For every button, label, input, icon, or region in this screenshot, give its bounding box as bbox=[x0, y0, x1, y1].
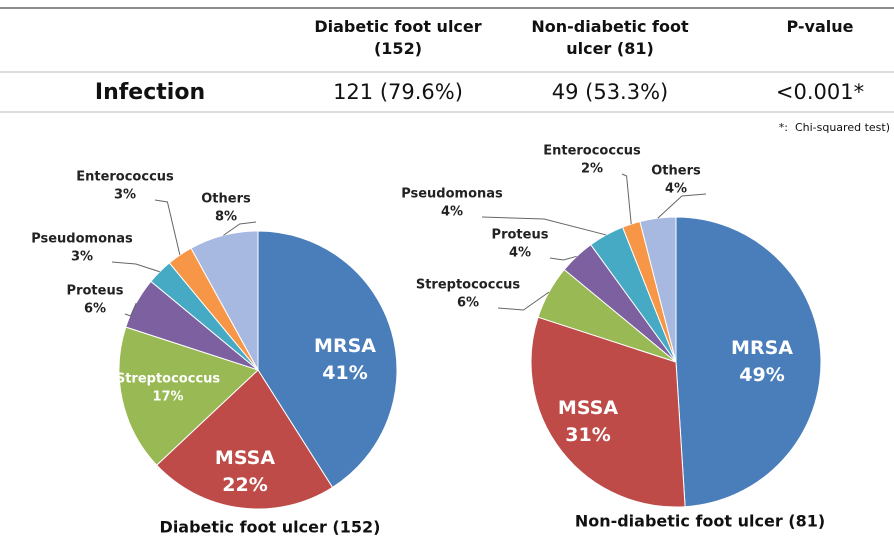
row-label: Infection bbox=[94, 80, 206, 105]
slice-name: Proteus bbox=[492, 227, 549, 242]
slice-value: 3% bbox=[71, 250, 93, 265]
leader-line bbox=[549, 255, 577, 261]
slice-value: 2% bbox=[581, 162, 603, 177]
slice-name: Others bbox=[651, 163, 701, 178]
slice-name: MRSA bbox=[731, 337, 793, 359]
slice-value: 4% bbox=[665, 182, 687, 197]
slice-name: Enterococcus bbox=[543, 143, 641, 158]
slice-value: 3% bbox=[114, 188, 136, 203]
pie-slice bbox=[675, 216, 822, 508]
slice-name: Pseudomonas bbox=[401, 186, 503, 201]
column-header: Diabetic foot ulcer (152) bbox=[314, 17, 482, 58]
slice-name: MSSA bbox=[215, 447, 275, 469]
pie-title: Diabetic foot ulcer (152) bbox=[160, 518, 381, 537]
slice-name: Others bbox=[201, 191, 251, 206]
slice-name: Enterococcus bbox=[76, 169, 174, 184]
leader-line bbox=[124, 302, 137, 317]
slice-name: Streptococcus bbox=[416, 277, 521, 292]
slice-value: 4% bbox=[509, 246, 531, 261]
slice-value: 22% bbox=[222, 474, 267, 496]
table-note: *: Chi-squared test) bbox=[778, 121, 890, 134]
leader-line bbox=[481, 216, 607, 236]
pie-slice bbox=[530, 316, 686, 508]
leader-line bbox=[657, 193, 707, 219]
slice-name: Streptococcus bbox=[116, 371, 221, 386]
slice-value: 31% bbox=[565, 424, 610, 446]
slice-value: 6% bbox=[84, 302, 106, 317]
table-cell: 49 (53.3%) bbox=[551, 80, 669, 104]
table-cell: 121 (79.6%) bbox=[333, 80, 463, 104]
slice-name: MRSA bbox=[314, 335, 376, 357]
slice-value: 8% bbox=[215, 210, 237, 225]
pie-slice bbox=[257, 230, 398, 489]
leader-line bbox=[111, 261, 160, 273]
slice-name: Pseudomonas bbox=[31, 231, 133, 246]
leader-line bbox=[497, 291, 550, 311]
column-header: P-value bbox=[786, 17, 854, 36]
leader-line bbox=[223, 221, 257, 236]
slice-value: 17% bbox=[152, 390, 183, 405]
table-cell: <0.001* bbox=[775, 80, 865, 104]
leader-line bbox=[621, 173, 632, 225]
column-header: Non-diabetic foot ulcer (81) bbox=[531, 17, 689, 58]
slice-name: MSSA bbox=[558, 397, 618, 419]
pie-title: Non-diabetic foot ulcer (81) bbox=[575, 512, 825, 531]
pie-slice bbox=[118, 326, 259, 466]
slice-value: 49% bbox=[739, 364, 784, 386]
slice-name: Proteus bbox=[67, 283, 124, 298]
slice-value: 41% bbox=[322, 362, 367, 384]
slice-value: 4% bbox=[441, 205, 463, 220]
slice-value: 6% bbox=[457, 296, 479, 311]
leader-line bbox=[154, 199, 181, 256]
pie-slice bbox=[155, 369, 334, 510]
